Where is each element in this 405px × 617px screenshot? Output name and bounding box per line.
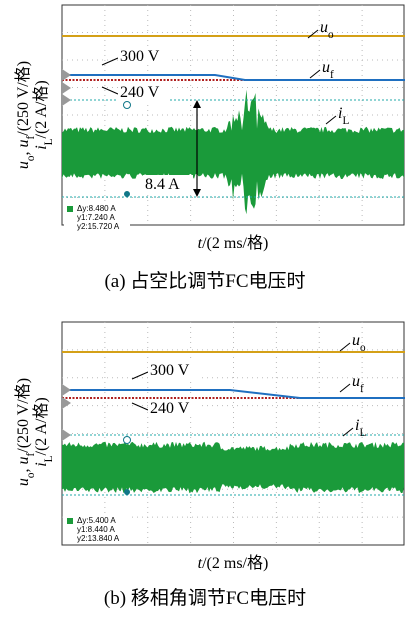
y-axis-label-part: /(250 V/格) [14, 61, 32, 136]
signal-label-part: u [322, 59, 330, 76]
signal-label-part: f [360, 383, 364, 395]
cursor-marker [124, 489, 130, 495]
annotation: 300 V [120, 48, 160, 65]
annotation: 240 V [150, 400, 190, 417]
y-axis-label-part: /(250 V/格) [14, 378, 32, 453]
signal-label-part: u [352, 373, 360, 390]
caption: (b) 移相角调节FC电压时 [104, 587, 306, 609]
y-axis-label-part: /(2 A/格) [32, 397, 50, 455]
figure: uoufiL300 V240 V8.4 AΔy:8.480 Ay1:7.240 … [0, 0, 405, 617]
x-axis-label-part: /(2 ms/格) [202, 234, 268, 252]
measurement: Δy:8.480 A [77, 204, 116, 213]
legend-swatch [67, 206, 73, 212]
signal-label-part: o [360, 342, 366, 354]
signal-label-part: L [359, 427, 366, 439]
y-axis-label-part: u [15, 139, 32, 147]
measurement: y2:13.840 A [77, 534, 120, 543]
cursor-marker [124, 191, 130, 197]
current-waveform [62, 442, 404, 493]
y-axis-label-part: u [15, 456, 32, 464]
caption: (a) 占空比调节FC电压时 [104, 270, 305, 292]
measurement: Δy:5.400 A [77, 516, 116, 525]
annotation: 300 V [150, 362, 190, 379]
x-axis-label-part: /(2 ms/格) [202, 554, 268, 572]
y-axis-label-part: , [15, 147, 32, 155]
measurement: y2:15.720 A [77, 222, 120, 231]
y-axis-label-part: , [15, 464, 32, 472]
legend-swatch [67, 518, 73, 524]
y-axis-label-part: u [15, 161, 32, 169]
y-axis-label-part: u [15, 478, 32, 486]
y-axis-label: iL/(2 A/格) [32, 80, 55, 150]
annotation: 240 V [120, 84, 160, 101]
signal-label-part: f [330, 69, 334, 81]
y-axis-label-part: /(2 A/格) [32, 80, 50, 138]
y-axis-label: iL/(2 A/格) [32, 397, 55, 467]
measurement: y1:7.240 A [77, 213, 115, 222]
annotation: 8.4 A [145, 176, 180, 193]
x-axis-label: t/(2 ms/格) [198, 234, 269, 252]
signal-label-part: o [328, 29, 334, 41]
measurement: y1:8.440 A [77, 525, 115, 534]
x-axis-label: t/(2 ms/格) [198, 554, 269, 572]
signal-label-part: u [320, 19, 328, 36]
signal-label-part: u [352, 332, 360, 349]
signal-label-part: L [342, 115, 349, 127]
